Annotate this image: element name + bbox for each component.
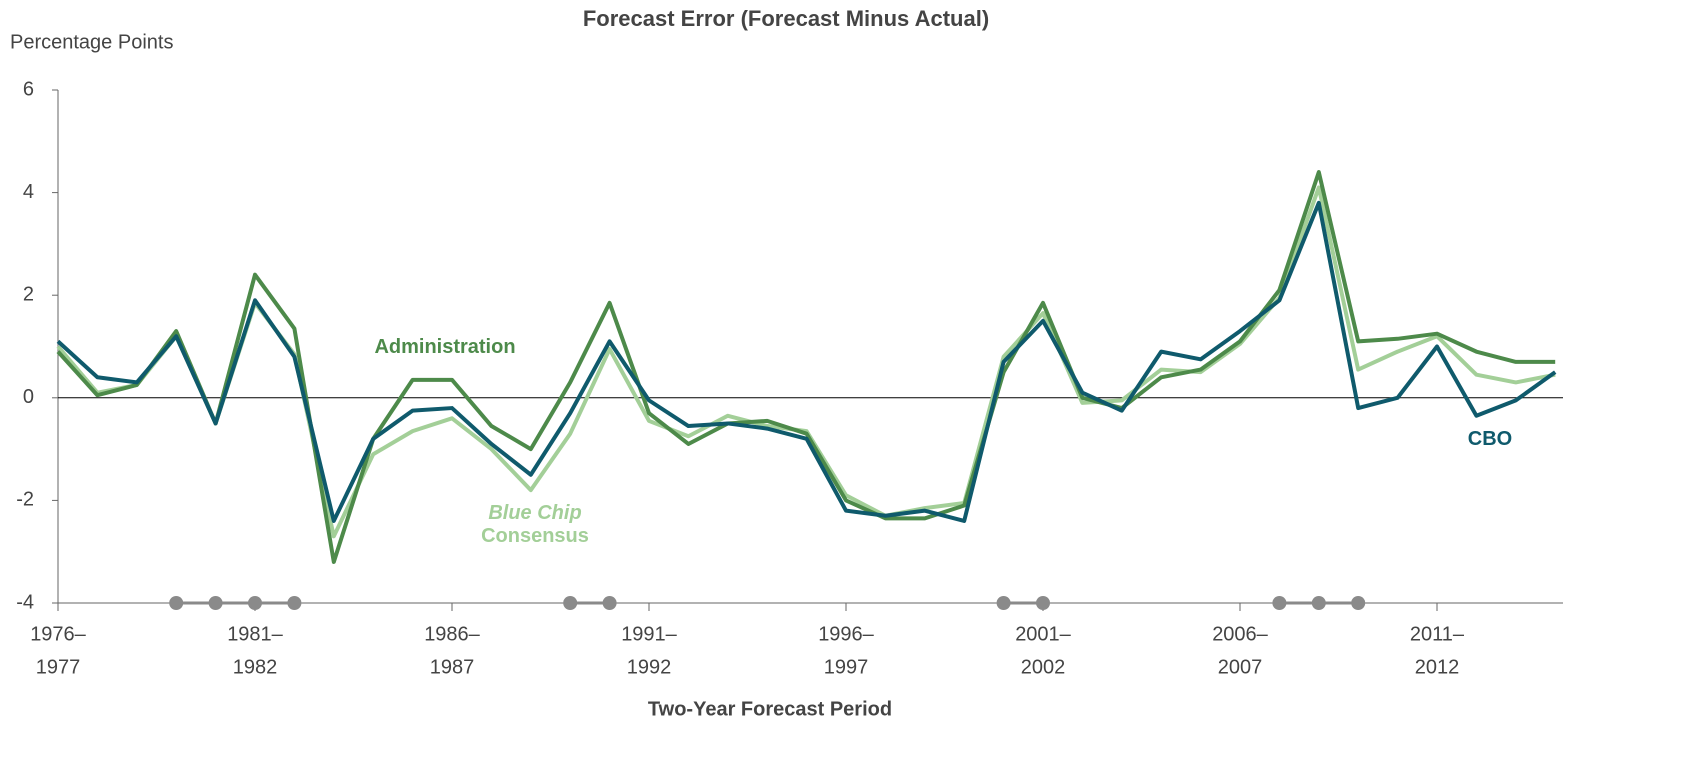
x-tick-label: 1976– bbox=[30, 623, 86, 645]
series-label: CBO bbox=[1467, 428, 1513, 450]
x-tick-label: 2012 bbox=[1415, 656, 1460, 678]
y-tick-label: 6 bbox=[23, 78, 34, 100]
y-axis-label: Percentage Points bbox=[10, 31, 173, 53]
x-tick-label: 2011– bbox=[1410, 623, 1465, 645]
x-tick-label: 1991– bbox=[621, 623, 677, 645]
series-line bbox=[56, 185, 1556, 539]
x-axis-label: Two-Year Forecast Period bbox=[648, 698, 892, 720]
y-tick-label: 4 bbox=[23, 181, 34, 203]
recession-dot bbox=[1036, 596, 1050, 610]
x-tick-label: 1982 bbox=[233, 656, 278, 678]
x-tick-label: 1977 bbox=[36, 656, 81, 678]
y-tick-label: 0 bbox=[23, 386, 34, 408]
x-tick-label: 2001– bbox=[1015, 623, 1071, 645]
recession-dot bbox=[169, 596, 184, 610]
y-tick-label: -2 bbox=[16, 489, 34, 511]
x-tick-label: 1996– bbox=[818, 623, 874, 645]
x-tick-label: 2002 bbox=[1021, 656, 1066, 678]
series-label: Administration bbox=[374, 336, 516, 358]
y-tick-label: 2 bbox=[23, 283, 34, 305]
recession-dot bbox=[602, 596, 617, 610]
recession-dot bbox=[1272, 596, 1287, 610]
recession-dot bbox=[287, 596, 302, 610]
x-tick-label: 1981– bbox=[227, 623, 283, 645]
series-line bbox=[56, 170, 1556, 564]
x-tick-label: 1992 bbox=[627, 656, 672, 678]
recession-dot bbox=[1311, 596, 1326, 610]
x-tick-label: 2006– bbox=[1212, 623, 1268, 645]
series-label: Blue Chip Consensus bbox=[481, 502, 589, 547]
x-tick-label: 1987 bbox=[430, 656, 475, 678]
series-line bbox=[56, 200, 1557, 523]
chart-title: Forecast Error (Forecast Minus Actual) bbox=[583, 6, 989, 31]
recession-dot bbox=[996, 596, 1011, 610]
recession-dot bbox=[208, 596, 223, 610]
y-tick-label: -4 bbox=[16, 591, 34, 613]
x-tick-label: 2007 bbox=[1218, 656, 1263, 678]
recession-dot bbox=[1351, 596, 1366, 610]
x-tick-label: 1997 bbox=[824, 656, 869, 678]
recession-dot bbox=[248, 596, 262, 610]
x-tick-label: 1986– bbox=[424, 623, 480, 645]
recession-dot bbox=[563, 596, 578, 610]
